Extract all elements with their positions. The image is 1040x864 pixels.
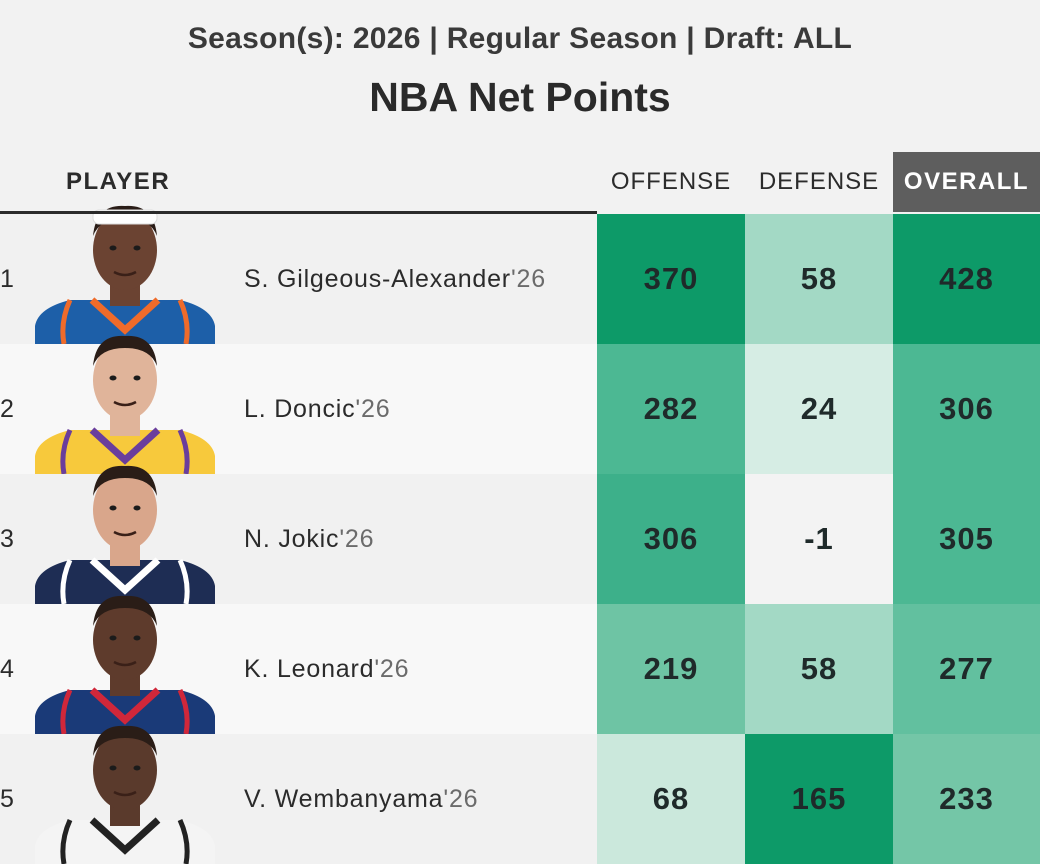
offense-value: 68 xyxy=(597,734,745,864)
player-headshot xyxy=(30,196,220,344)
overall-value: 277 xyxy=(893,604,1040,734)
defense-value: 165 xyxy=(745,734,893,864)
rank-number: 4 xyxy=(0,655,14,683)
offense-value: 219 xyxy=(597,604,745,734)
player-name-cell[interactable]: N. Jokic'26 xyxy=(244,474,374,604)
table-row[interactable]: 3 N. Jokic'26 306 -1 305 xyxy=(0,465,1040,604)
overall-value: 305 xyxy=(893,474,1040,604)
header-divider xyxy=(0,211,597,214)
player-name[interactable]: L. Doncic xyxy=(244,395,356,423)
table-row[interactable]: 1 S. Gilgeous-Alexander'26 370 58 428 xyxy=(0,205,1040,344)
rank-number: 3 xyxy=(0,525,14,553)
overall-value: 306 xyxy=(893,344,1040,474)
player-name[interactable]: V. Wembanyama xyxy=(244,785,444,813)
season-filter-subtitle: Season(s): 2026 | Regular Season | Draft… xyxy=(187,22,853,55)
player-headshot xyxy=(30,586,220,734)
season-year: '26 xyxy=(374,655,410,683)
player-name-cell[interactable]: K. Leonard'26 xyxy=(244,604,409,734)
player-headshot xyxy=(30,456,220,604)
column-header-player[interactable]: PLAYER xyxy=(66,168,171,195)
offense-value: 370 xyxy=(597,214,745,344)
player-headshot xyxy=(30,326,220,474)
table-row[interactable]: 4 K. Leonard'26 219 58 277 xyxy=(0,595,1040,734)
player-name[interactable]: N. Jokic xyxy=(244,525,340,553)
defense-value: -1 xyxy=(745,474,893,604)
rank-number: 1 xyxy=(0,265,14,293)
rank-number: 5 xyxy=(0,785,14,813)
offense-value: 306 xyxy=(597,474,745,604)
table-row[interactable]: 2 L. Doncic'26 282 24 306 xyxy=(0,335,1040,474)
page-title: NBA Net Points xyxy=(369,74,671,120)
player-name[interactable]: S. Gilgeous-Alexander xyxy=(244,265,511,293)
rank-number: 2 xyxy=(0,395,14,423)
overall-value: 428 xyxy=(893,214,1040,344)
overall-value: 233 xyxy=(893,734,1040,864)
column-header-overall[interactable]: OVERALL xyxy=(893,152,1040,212)
season-year: '26 xyxy=(443,785,479,813)
defense-value: 58 xyxy=(745,214,893,344)
player-headshot xyxy=(30,716,220,864)
season-year: '26 xyxy=(355,395,391,423)
table-row[interactable]: 5 V. Wembanyama'26 68 165 233 xyxy=(0,725,1040,864)
player-name-cell[interactable]: S. Gilgeous-Alexander'26 xyxy=(244,214,546,344)
season-year: '26 xyxy=(510,265,546,293)
player-name-cell[interactable]: L. Doncic'26 xyxy=(244,344,390,474)
player-name[interactable]: K. Leonard xyxy=(244,655,375,683)
player-name-cell[interactable]: V. Wembanyama'26 xyxy=(244,734,478,864)
offense-value: 282 xyxy=(597,344,745,474)
column-header-defense[interactable]: DEFENSE xyxy=(758,168,880,195)
season-year: '26 xyxy=(339,525,375,553)
defense-value: 24 xyxy=(745,344,893,474)
defense-value: 58 xyxy=(745,604,893,734)
column-header-offense[interactable]: OFFENSE xyxy=(610,168,732,195)
